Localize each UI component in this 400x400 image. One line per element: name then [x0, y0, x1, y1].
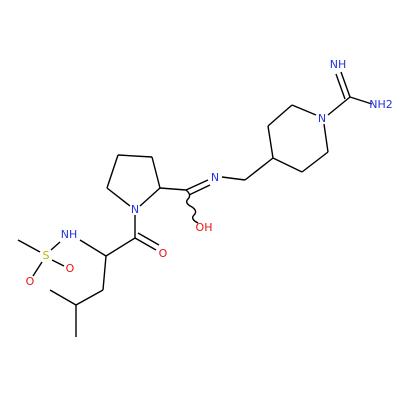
atom-label: OH [196, 221, 213, 234]
atom-label: S [43, 249, 50, 262]
atom-label: N [318, 112, 326, 125]
atom-label: NH2 [369, 98, 393, 111]
atom-label: N [211, 171, 219, 184]
bonds [17, 71, 373, 337]
atom-label: O [66, 262, 75, 275]
atom-label: NH [61, 228, 78, 241]
atom-label: O [26, 275, 35, 288]
atom-label: O [159, 247, 168, 260]
atom-labels: NH NH2 N N OH N O NH S O O [26, 58, 393, 288]
atom-label: NH [330, 58, 347, 71]
atom-label: N [131, 203, 139, 216]
